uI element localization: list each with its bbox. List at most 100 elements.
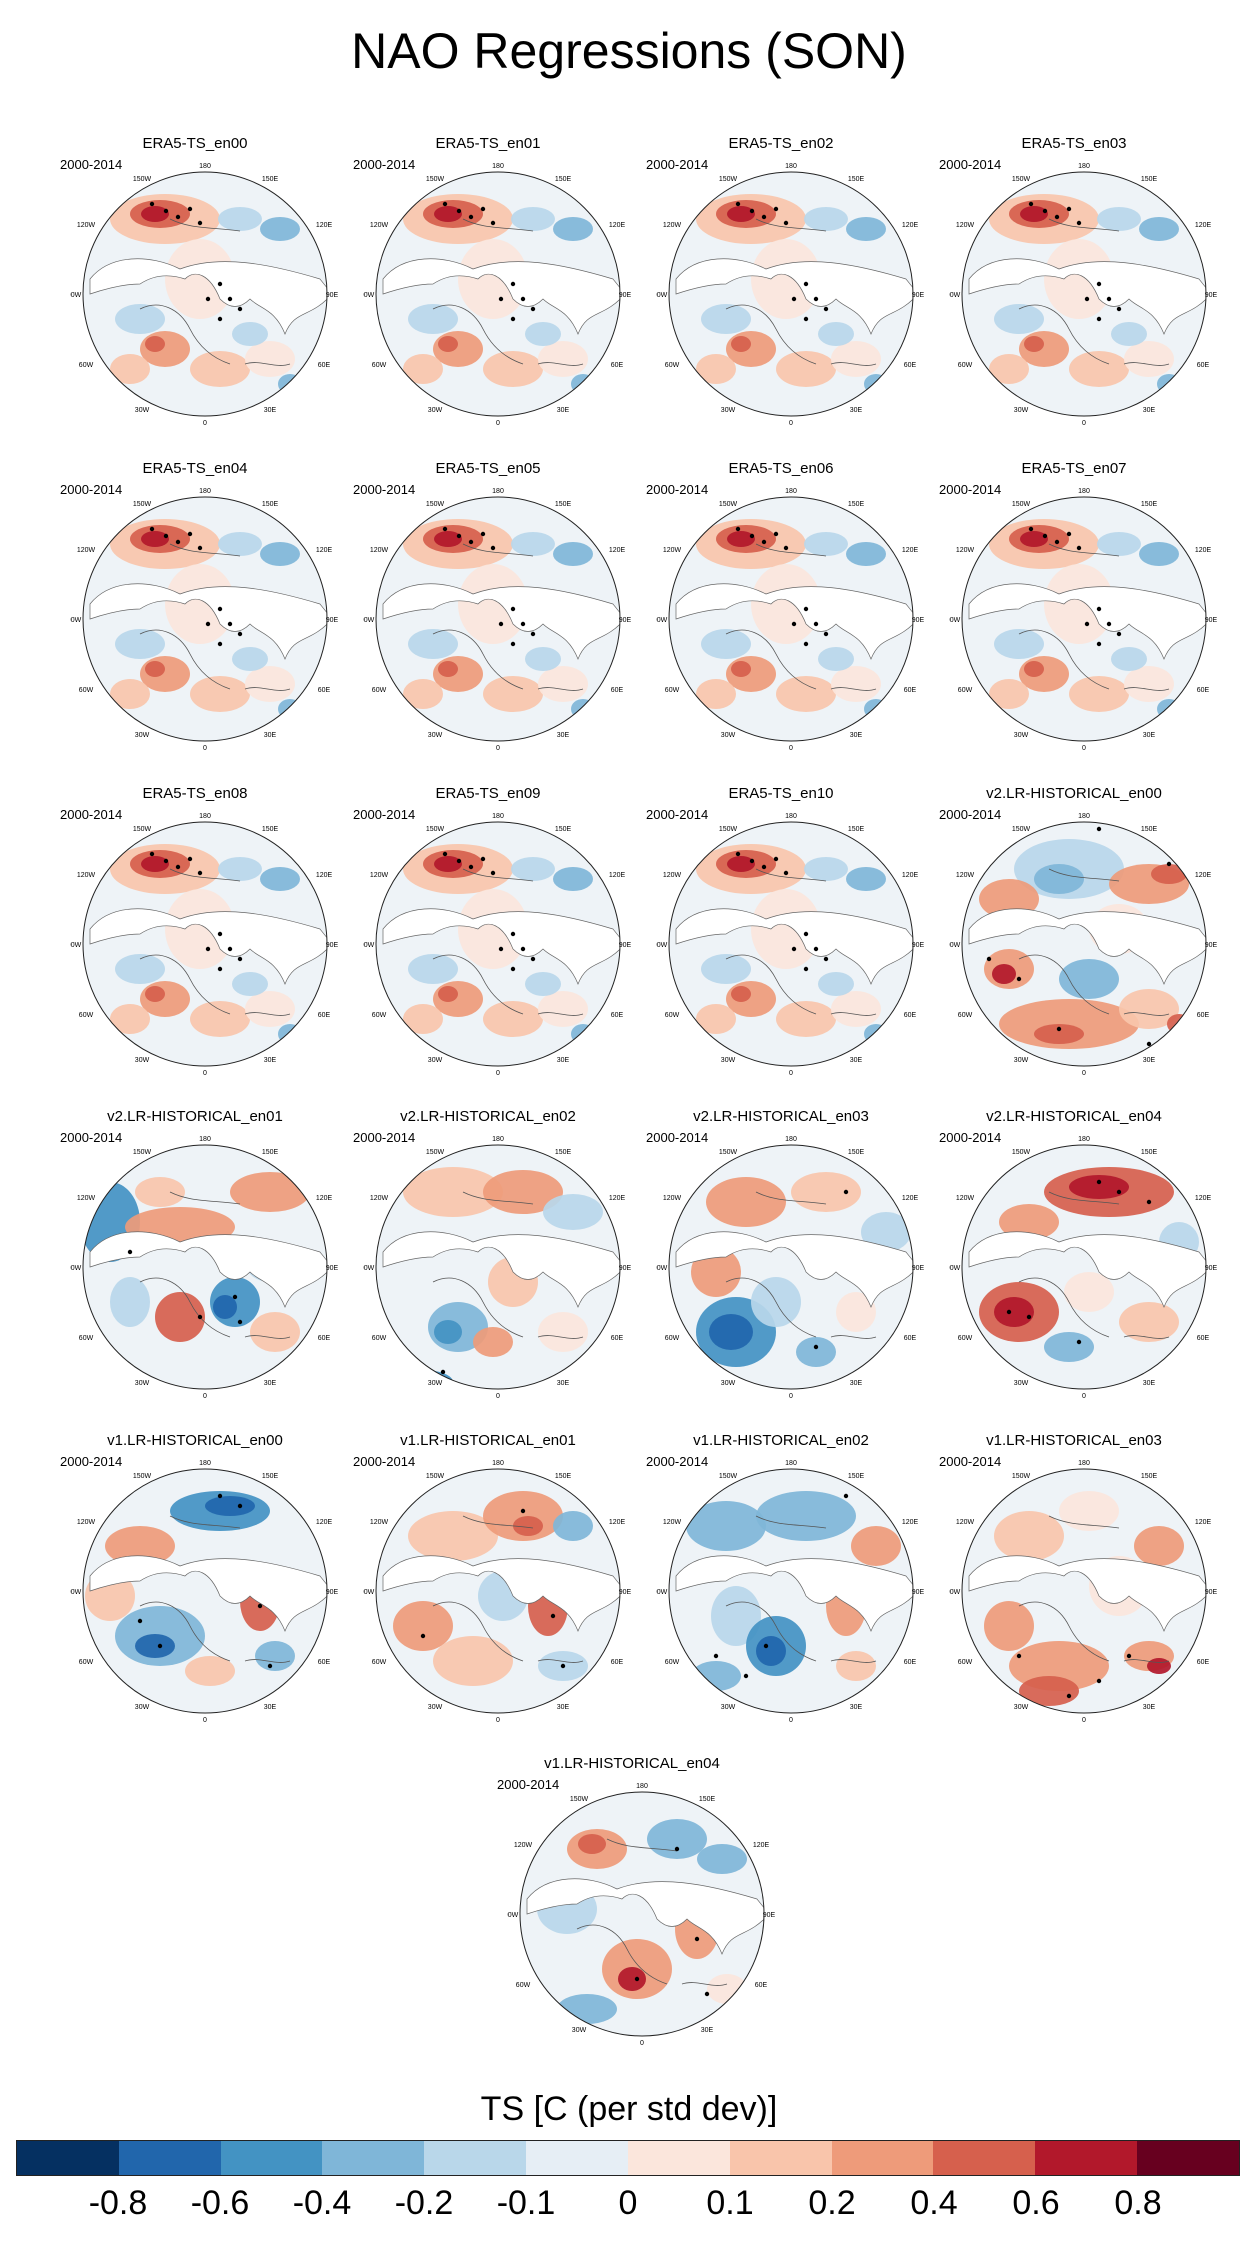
significance-dot bbox=[157, 1643, 163, 1649]
longitude-label: 60W bbox=[665, 687, 680, 694]
anomaly-region bbox=[553, 217, 593, 241]
longitude-label: 30W bbox=[1014, 1057, 1029, 1064]
anomaly-region bbox=[707, 1974, 747, 2004]
anomaly-region bbox=[1111, 322, 1147, 346]
longitude-label: 60W bbox=[665, 1659, 680, 1666]
anomaly-region bbox=[190, 676, 250, 712]
anomaly-region bbox=[115, 629, 165, 659]
map-boundary bbox=[82, 171, 328, 417]
colorbar-swatch bbox=[118, 2141, 221, 2175]
longitude-label: 150W bbox=[1012, 826, 1031, 833]
panel-title: v2.LR-HISTORICAL_en00 bbox=[986, 785, 1162, 802]
longitude-label: 180 bbox=[1078, 1460, 1090, 1467]
significance-dot bbox=[813, 296, 819, 302]
longitude-label: 150E bbox=[262, 826, 279, 833]
anomaly-region bbox=[145, 661, 165, 677]
significance-dot bbox=[986, 956, 992, 962]
map-container: 180 150W 150E 120W 120E 90W 90E 60W 60E 30W 30E 0 bbox=[949, 809, 1219, 1079]
significance-dot bbox=[749, 533, 755, 539]
longitude-label: 120E bbox=[1195, 1195, 1212, 1202]
period-label: 2000-2014 bbox=[646, 157, 709, 172]
longitude-label: 90E bbox=[619, 1265, 632, 1272]
masked-land bbox=[89, 1555, 327, 1632]
anomaly-region bbox=[110, 1277, 150, 1327]
masked-land bbox=[382, 583, 620, 660]
map-panel: v1.LR-HISTORICAL_en04 180 150W 150E 120W 120E… bbox=[487, 1755, 777, 2055]
anomaly-region bbox=[408, 1511, 498, 1561]
longitude-label: 120W bbox=[77, 547, 96, 554]
longitude-label: 90W bbox=[363, 1589, 375, 1596]
anomaly-region bbox=[647, 1819, 707, 1859]
longitude-label: 120E bbox=[1195, 222, 1212, 229]
map-boundary bbox=[668, 821, 914, 1067]
anomaly-region bbox=[776, 676, 836, 712]
longitude-label: 150E bbox=[848, 1473, 865, 1480]
longitude-label: 90E bbox=[912, 1589, 925, 1596]
period-label: 2000-2014 bbox=[646, 482, 709, 497]
polar-map: 180 150W 150E 120W 120E 90W 90E 60W 60E 30W 30E 0 bbox=[70, 488, 339, 752]
significance-dot bbox=[883, 1036, 889, 1042]
panel-title: ERA5-TS_en07 bbox=[1021, 460, 1127, 477]
anomaly-region bbox=[408, 954, 458, 984]
longitude-label: 90W bbox=[70, 1265, 82, 1272]
longitude-label: 90W bbox=[70, 1589, 82, 1596]
longitude-label: 150W bbox=[719, 1149, 738, 1156]
significance-dot bbox=[187, 531, 193, 537]
map-panel: ERA5-TS_en03 180 150W 150E 120W 120E 90W 90E 60W… bbox=[929, 135, 1219, 435]
longitude-label: 30W bbox=[1014, 732, 1029, 739]
longitude-label: 150E bbox=[1141, 1473, 1158, 1480]
map-panel: v2.LR-HISTORICAL_en01 180 150W 150E 120W 120E… bbox=[50, 1108, 340, 1408]
masked-land bbox=[89, 583, 327, 660]
anomaly-region bbox=[1157, 374, 1181, 394]
map-container: 180 150W 150E 120W 120E 90W 90E 60W 60E 30W 30E 0 bbox=[70, 1132, 340, 1402]
longitude-label: 60W bbox=[372, 1659, 387, 1666]
longitude-label: 30E bbox=[557, 407, 570, 414]
map-container: 180 150W 150E 120W 120E 90W 90E 60W 60E 30W 30E 0 bbox=[363, 159, 633, 429]
longitude-label: 60W bbox=[958, 1335, 973, 1342]
significance-dot bbox=[1176, 711, 1182, 717]
longitude-label: 30E bbox=[850, 407, 863, 414]
map-container: 180 150W 150E 120W 120E 90W 90E 60W 60E 30W 30E 0 bbox=[70, 809, 340, 1079]
anomaly-region bbox=[618, 1967, 646, 1991]
masked-land bbox=[675, 1555, 913, 1632]
masked-land bbox=[675, 583, 913, 660]
masked-land bbox=[526, 1878, 764, 1955]
map-panel: v2.LR-HISTORICAL_en02 180 150W 150E 120W 120E… bbox=[343, 1108, 633, 1408]
anomaly-region bbox=[1044, 1332, 1094, 1362]
masked-land bbox=[382, 1231, 620, 1308]
anomaly-region bbox=[438, 986, 458, 1002]
longitude-label: 150E bbox=[555, 1149, 572, 1156]
significance-dot bbox=[813, 1344, 819, 1350]
anomaly-region bbox=[831, 341, 881, 377]
map-panel: v1.LR-HISTORICAL_en01 180 150W 150E 120W 120E… bbox=[343, 1432, 633, 1732]
longitude-label: 180 bbox=[785, 163, 797, 170]
significance-dot bbox=[510, 281, 516, 287]
longitude-label: 30W bbox=[135, 1380, 150, 1387]
coastline bbox=[432, 1191, 584, 1339]
anomaly-region bbox=[1119, 1302, 1179, 1342]
longitude-label: 30E bbox=[557, 732, 570, 739]
anomaly-region bbox=[538, 666, 588, 702]
anomaly-region bbox=[511, 532, 555, 556]
anomaly-region bbox=[846, 542, 886, 566]
longitude-label: 60E bbox=[1197, 687, 1210, 694]
significance-dot bbox=[498, 296, 504, 302]
map-panel: ERA5-TS_en08 180 150W 150E 120W 120E 90W 90E 60W… bbox=[50, 785, 340, 1085]
significance-dot bbox=[1096, 826, 1102, 832]
anomaly-region bbox=[513, 1516, 543, 1536]
longitude-label: 150E bbox=[848, 501, 865, 508]
coastline bbox=[1018, 543, 1170, 691]
significance-dot bbox=[713, 1653, 719, 1659]
polar-map: 180 150W 150E 120W 120E 90W 90E 60W 60E 30W 30E 0 bbox=[656, 1136, 925, 1400]
significance-dot bbox=[267, 1663, 273, 1669]
significance-dot bbox=[550, 1613, 556, 1619]
anomaly-region bbox=[701, 954, 751, 984]
coastline bbox=[725, 1515, 877, 1663]
longitude-label: 30W bbox=[135, 1057, 150, 1064]
coastline bbox=[1018, 1515, 1170, 1663]
anomaly-region bbox=[1111, 647, 1147, 671]
significance-dot bbox=[1096, 641, 1102, 647]
panel-title: v2.LR-HISTORICAL_en02 bbox=[400, 1108, 576, 1125]
significance-dot bbox=[783, 220, 789, 226]
longitude-label: 150W bbox=[426, 176, 445, 183]
